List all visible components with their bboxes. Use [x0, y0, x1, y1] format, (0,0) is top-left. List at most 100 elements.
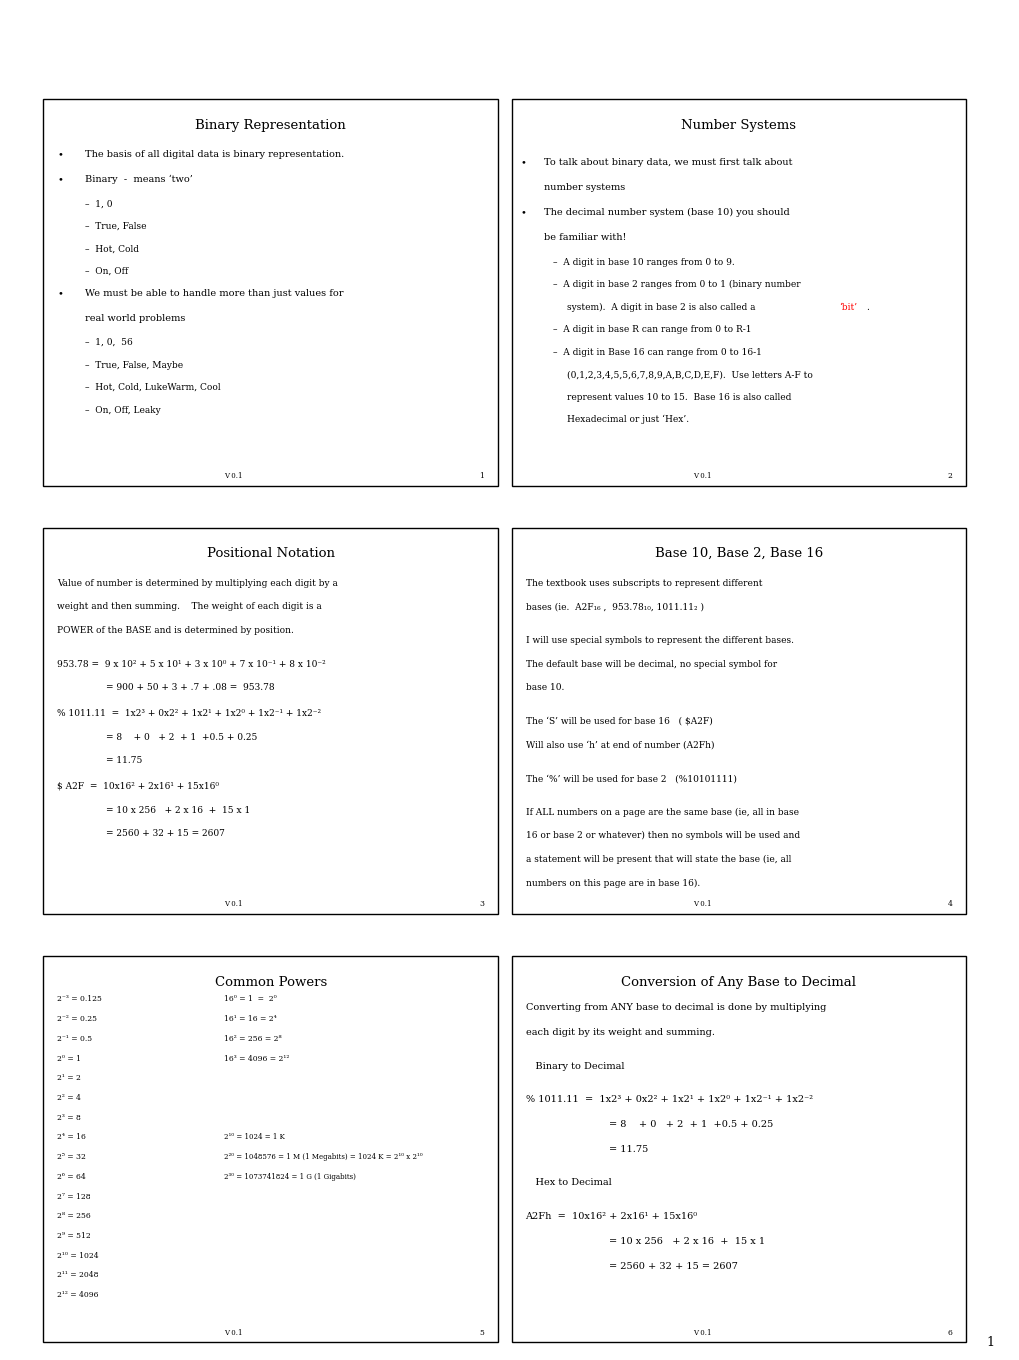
Text: I will use special symbols to represent the different bases.: I will use special symbols to represent …	[525, 636, 793, 645]
Text: 2²⁰ = 1048576 = 1 M (1 Megabits) = 1024 K = 2¹⁰ x 2¹⁰: 2²⁰ = 1048576 = 1 M (1 Megabits) = 1024 …	[224, 1153, 423, 1161]
Text: 6: 6	[947, 1329, 952, 1337]
Text: The ‘%’ will be used for base 2   (%10101111): The ‘%’ will be used for base 2 (%101011…	[525, 774, 736, 783]
Text: •: •	[57, 151, 63, 159]
Text: 2⁹ = 512: 2⁹ = 512	[57, 1232, 91, 1240]
Text: Number Systems: Number Systems	[681, 118, 796, 132]
Text: Hex to Decimal: Hex to Decimal	[525, 1178, 610, 1187]
Text: = 10 x 256   + 2 x 16  +  15 x 1: = 10 x 256 + 2 x 16 + 15 x 1	[106, 805, 250, 815]
Text: 2³ = 8: 2³ = 8	[57, 1114, 82, 1122]
Text: number systems: number systems	[543, 184, 625, 192]
Text: The default base will be decimal, no special symbol for: The default base will be decimal, no spe…	[525, 660, 775, 669]
Text: 2⁶ = 64: 2⁶ = 64	[57, 1172, 86, 1180]
Text: Binary  -  means ‘two’: Binary - means ‘two’	[86, 175, 193, 184]
Text: % 1011.11  =  1x2³ + 0x2² + 1x2¹ + 1x2⁰ + 1x2⁻¹ + 1x2⁻²: % 1011.11 = 1x2³ + 0x2² + 1x2¹ + 1x2⁰ + …	[57, 709, 321, 718]
Text: To talk about binary data, we must first talk about: To talk about binary data, we must first…	[543, 158, 792, 167]
Text: % 1011.11  =  1x2³ + 0x2² + 1x2¹ + 1x2⁰ + 1x2⁻¹ + 1x2⁻²: % 1011.11 = 1x2³ + 0x2² + 1x2¹ + 1x2⁰ + …	[525, 1095, 812, 1104]
Text: The textbook uses subscripts to represent different: The textbook uses subscripts to represen…	[525, 579, 761, 588]
Text: = 2560 + 32 + 15 = 2607: = 2560 + 32 + 15 = 2607	[608, 1262, 737, 1270]
Text: –  On, Off: – On, Off	[86, 267, 128, 276]
Text: = 900 + 50 + 3 + .7 + .08 =  953.78: = 900 + 50 + 3 + .7 + .08 = 953.78	[106, 683, 274, 692]
Text: 5: 5	[479, 1329, 484, 1337]
Text: V 0.1: V 0.1	[692, 472, 710, 480]
Text: 2⁻² = 0.25: 2⁻² = 0.25	[57, 1015, 97, 1023]
FancyBboxPatch shape	[512, 528, 965, 914]
Text: •: •	[57, 175, 63, 184]
Text: weight and then summing.    The weight of each digit is a: weight and then summing. The weight of e…	[57, 602, 322, 612]
Text: 2: 2	[947, 472, 952, 480]
Text: 2¹² = 4096: 2¹² = 4096	[57, 1291, 99, 1299]
Text: Binary Representation: Binary Representation	[196, 118, 345, 132]
Text: A2Fh  =  10x16² + 2x16¹ + 15x16⁰: A2Fh = 10x16² + 2x16¹ + 15x16⁰	[525, 1212, 697, 1221]
Text: base 10.: base 10.	[525, 683, 564, 692]
Text: 16⁰ = 1  =  2⁰: 16⁰ = 1 = 2⁰	[224, 996, 277, 1004]
Text: V 0.1: V 0.1	[692, 900, 710, 908]
Text: Conversion of Any Base to Decimal: Conversion of Any Base to Decimal	[621, 975, 856, 989]
Text: = 10 x 256   + 2 x 16  +  15 x 1: = 10 x 256 + 2 x 16 + 15 x 1	[608, 1236, 764, 1246]
FancyBboxPatch shape	[44, 99, 497, 486]
Text: •: •	[521, 208, 526, 218]
Text: 2⁰ = 1: 2⁰ = 1	[57, 1054, 82, 1062]
Text: V 0.1: V 0.1	[224, 1329, 243, 1337]
Text: V 0.1: V 0.1	[224, 472, 243, 480]
Text: 16² = 256 = 2⁸: 16² = 256 = 2⁸	[224, 1035, 281, 1043]
Text: 2¹¹ = 2048: 2¹¹ = 2048	[57, 1272, 99, 1280]
Text: (0,1,2,3,4,5,5,6,7,8,9,A,B,C,D,E,F).  Use letters A-F to: (0,1,2,3,4,5,5,6,7,8,9,A,B,C,D,E,F). Use…	[567, 370, 812, 379]
Text: represent values 10 to 15.  Base 16 is also called: represent values 10 to 15. Base 16 is al…	[567, 393, 791, 401]
FancyBboxPatch shape	[512, 99, 965, 486]
Text: = 11.75: = 11.75	[608, 1145, 648, 1153]
Text: 3: 3	[479, 900, 484, 908]
Text: Base 10, Base 2, Base 16: Base 10, Base 2, Base 16	[654, 547, 822, 560]
Text: Positional Notation: Positional Notation	[207, 547, 334, 560]
Text: 2¹⁰ = 1024 = 1 K: 2¹⁰ = 1024 = 1 K	[224, 1133, 285, 1141]
Text: system).  A digit in base 2 is also called a: system). A digit in base 2 is also calle…	[567, 303, 758, 311]
Text: ‘bit’: ‘bit’	[838, 303, 856, 311]
Text: 2² = 4: 2² = 4	[57, 1093, 82, 1102]
Text: Will also use ‘h’ at end of number (A2Fh): Will also use ‘h’ at end of number (A2Fh…	[525, 740, 713, 749]
Text: –  A digit in base 2 ranges from 0 to 1 (binary number: – A digit in base 2 ranges from 0 to 1 (…	[552, 280, 800, 290]
Text: We must be able to handle more than just values for: We must be able to handle more than just…	[86, 290, 343, 298]
Text: .: .	[866, 303, 868, 311]
Text: 16 or base 2 or whatever) then no symbols will be used and: 16 or base 2 or whatever) then no symbol…	[525, 831, 799, 840]
Text: 953.78 =  9 x 10² + 5 x 10¹ + 3 x 10⁰ + 7 x 10⁻¹ + 8 x 10⁻²: 953.78 = 9 x 10² + 5 x 10¹ + 3 x 10⁰ + 7…	[57, 660, 326, 669]
Text: V 0.1: V 0.1	[224, 900, 243, 908]
Text: –  A digit in Base 16 can range from 0 to 16-1: – A digit in Base 16 can range from 0 to…	[552, 348, 761, 356]
FancyBboxPatch shape	[512, 956, 965, 1342]
Text: = 8    + 0   + 2  + 1  +0.5 + 0.25: = 8 + 0 + 2 + 1 +0.5 + 0.25	[608, 1121, 772, 1129]
Text: Hexadecimal or just ‘Hex’.: Hexadecimal or just ‘Hex’.	[567, 415, 689, 424]
Text: The basis of all digital data is binary representation.: The basis of all digital data is binary …	[86, 151, 344, 159]
Text: –  On, Off, Leaky: – On, Off, Leaky	[86, 405, 161, 415]
Text: •: •	[521, 158, 526, 167]
Text: 2⁻¹ = 0.5: 2⁻¹ = 0.5	[57, 1035, 93, 1043]
Text: 4: 4	[947, 900, 952, 908]
Text: Value of number is determined by multiplying each digit by a: Value of number is determined by multipl…	[57, 579, 338, 588]
Text: a statement will be present that will state the base (ie, all: a statement will be present that will st…	[525, 855, 790, 864]
Text: 2⁻³ = 0.125: 2⁻³ = 0.125	[57, 996, 102, 1004]
Text: Converting from ANY base to decimal is done by multiplying: Converting from ANY base to decimal is d…	[525, 1004, 825, 1012]
Text: –  A digit in base R can range from 0 to R-1: – A digit in base R can range from 0 to …	[552, 325, 751, 335]
Text: –  Hot, Cold: – Hot, Cold	[86, 245, 139, 253]
Text: –  True, False, Maybe: – True, False, Maybe	[86, 360, 183, 370]
Text: = 11.75: = 11.75	[106, 756, 143, 766]
Text: The ‘S’ will be used for base 16   ( $A2F): The ‘S’ will be used for base 16 ( $A2F)	[525, 717, 711, 726]
Text: 2⁷ = 128: 2⁷ = 128	[57, 1193, 91, 1201]
Text: •: •	[57, 290, 63, 298]
Text: 2⁴ = 16: 2⁴ = 16	[57, 1133, 87, 1141]
Text: –  1, 0: – 1, 0	[86, 200, 112, 208]
Text: each digit by its weight and summing.: each digit by its weight and summing.	[525, 1028, 713, 1038]
Text: 1: 1	[479, 472, 484, 480]
Text: = 2560 + 32 + 15 = 2607: = 2560 + 32 + 15 = 2607	[106, 830, 225, 838]
Text: –  True, False: – True, False	[86, 222, 147, 231]
Text: $ A2F  =  10x16² + 2x16¹ + 15x16⁰: $ A2F = 10x16² + 2x16¹ + 15x16⁰	[57, 782, 219, 792]
Text: 2⁵ = 32: 2⁵ = 32	[57, 1153, 87, 1161]
Text: real world problems: real world problems	[86, 314, 185, 322]
Text: numbers on this page are in base 16).: numbers on this page are in base 16).	[525, 879, 699, 888]
Text: 16³ = 4096 = 2¹²: 16³ = 4096 = 2¹²	[224, 1054, 289, 1062]
Text: Common Powers: Common Powers	[214, 975, 327, 989]
Text: = 8    + 0   + 2  + 1  +0.5 + 0.25: = 8 + 0 + 2 + 1 +0.5 + 0.25	[106, 733, 257, 741]
Text: 2¹ = 2: 2¹ = 2	[57, 1074, 82, 1083]
Text: V 0.1: V 0.1	[692, 1329, 710, 1337]
Text: POWER of the BASE and is determined by position.: POWER of the BASE and is determined by p…	[57, 626, 293, 635]
Text: Binary to Decimal: Binary to Decimal	[525, 1062, 624, 1070]
Text: –  Hot, Cold, LukeWarm, Cool: – Hot, Cold, LukeWarm, Cool	[86, 384, 220, 392]
FancyBboxPatch shape	[44, 528, 497, 914]
